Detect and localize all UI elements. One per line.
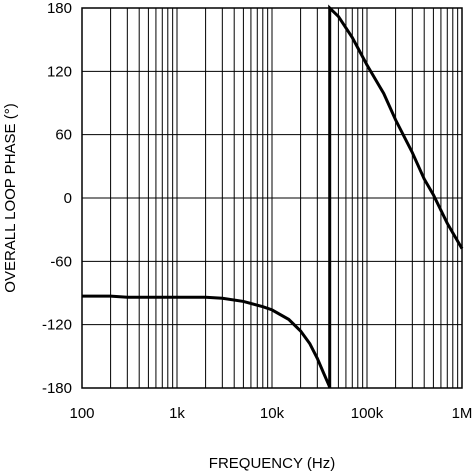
y-tick-label: 60 — [55, 127, 72, 144]
phase-series-line — [82, 4, 464, 389]
plot-frame — [81, 7, 463, 389]
y-tick-label: 120 — [47, 63, 72, 80]
y-tick-label: 0 — [64, 190, 72, 207]
y-tick-labels: 180 120 60 0 -60 -120 -180 — [42, 0, 72, 397]
y-axis-label: OVERALL LOOP PHASE (°) — [2, 103, 19, 292]
y-tick-label: -120 — [42, 317, 72, 334]
x-tick-labels: 100 1k 10k 100k 1M — [69, 405, 472, 422]
series-layer — [82, 4, 464, 389]
x-tick-label: 100k — [351, 405, 384, 422]
grid — [82, 8, 462, 388]
x-tick-label: 10k — [260, 405, 285, 422]
y-tick-label: -60 — [50, 253, 72, 270]
x-axis-label: FREQUENCY (Hz) — [209, 455, 335, 472]
x-tick-label: 1M — [452, 405, 473, 422]
x-tick-label: 100 — [69, 405, 94, 422]
y-tick-label: -180 — [42, 380, 72, 397]
y-tick-label: 180 — [47, 0, 72, 17]
x-tick-label: 1k — [169, 405, 185, 422]
